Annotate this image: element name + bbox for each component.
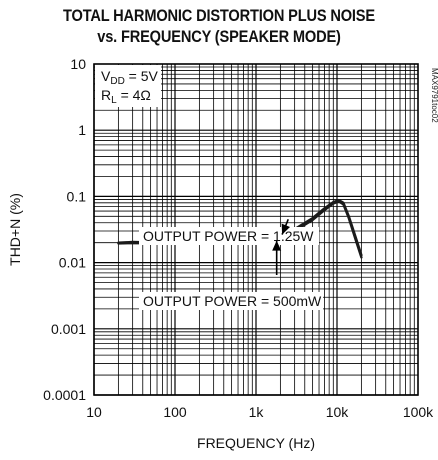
y-tick-labels: 10 1 0.1 0.01 0.001 0.0001 [43, 56, 86, 403]
y-axis-label: THD+N (%) [7, 193, 23, 266]
x-tick-label: 100k [403, 404, 434, 420]
rl-value: = 4Ω [117, 87, 151, 103]
chart-title-line-2: vs. FREQUENCY (SPEAKER MODE) [97, 27, 341, 46]
vdd-value: = 5V [125, 68, 159, 84]
y-tick-label: 0.0001 [43, 387, 86, 403]
rl-main: R [101, 87, 111, 103]
y-tick-label: 0.1 [67, 188, 87, 204]
rl-subscript: L [111, 95, 117, 106]
y-tick-label: 10 [70, 56, 86, 72]
x-tick-label: 10 [86, 404, 102, 420]
x-tick-label: 10k [326, 404, 350, 420]
annotation-output-power-1-25w: OUTPUT POWER = 1.25W [143, 228, 314, 244]
x-tick-labels: 10 100 1k 10k 100k [86, 404, 434, 420]
vdd-condition: VDD = 5V [101, 68, 159, 87]
y-tick-label: 1 [78, 122, 86, 138]
rl-condition: RL = 4Ω [101, 87, 151, 106]
annotation-1-arrowhead [281, 223, 291, 235]
part-id-label: MAX9791toc02 [430, 68, 438, 123]
x-tick-label: 100 [163, 404, 187, 420]
conditions-box: VDD = 5V RL = 4Ω [95, 65, 161, 107]
x-tick-label: 1k [249, 404, 265, 420]
annotation-2-background [139, 292, 323, 310]
annotation-1-background [139, 227, 319, 245]
y-tick-label: 0.01 [59, 255, 86, 271]
annotation-output-power-500mw: OUTPUT POWER = 500mW [143, 293, 322, 309]
conditions-background [95, 65, 161, 107]
annotation-2-arrowhead [272, 240, 282, 251]
y-tick-label: 0.001 [51, 321, 86, 337]
vdd-subscript: DD [110, 76, 124, 87]
annotations: OUTPUT POWER = 1.25W OUTPUT POWER = 500m… [139, 219, 323, 310]
x-axis-label: FREQUENCY (Hz) [197, 435, 315, 451]
chart-title-line-1: TOTAL HARMONIC DISTORTION PLUS NOISE [63, 6, 375, 25]
vdd-main: V [101, 68, 111, 84]
plot-frame [93, 63, 419, 396]
